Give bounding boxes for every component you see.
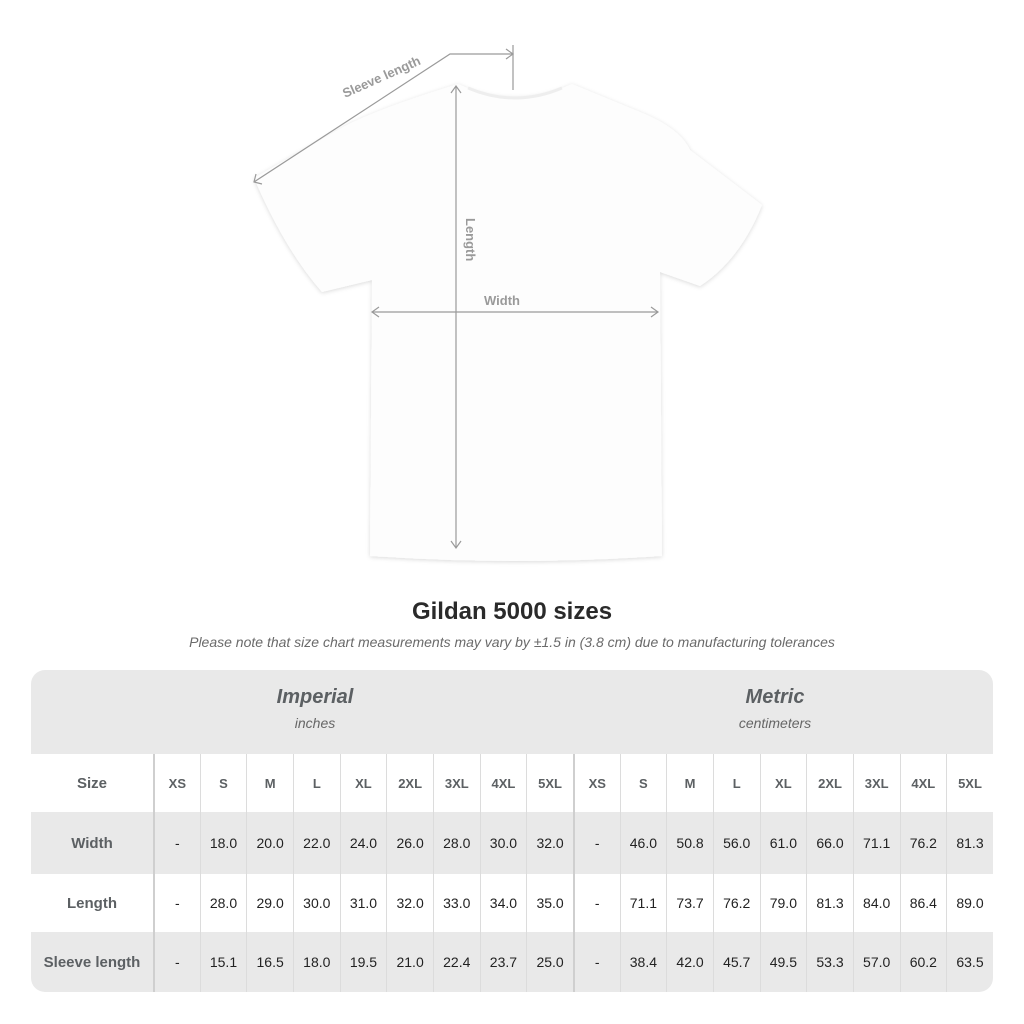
imperial-value-cell: - — [153, 874, 200, 932]
imperial-value-cell: 18.0 — [199, 812, 247, 874]
imperial-title: Imperial — [276, 686, 354, 708]
imperial-value-cell: 30.0 — [479, 812, 527, 874]
size-header-cell: M — [666, 754, 713, 812]
imperial-value-cell: 18.0 — [292, 932, 340, 992]
chart-title: Gildan 5000 sizes — [411, 598, 613, 625]
size-header-cell: 4XL — [479, 754, 527, 812]
metric-value-cell: 81.3 — [946, 812, 993, 874]
table-row: Sleeve length -15.1 16.5 18.0 19.5 21.0 22.4 23… — [31, 932, 993, 992]
imperial-value-cell: 35.0 — [526, 874, 573, 932]
size-header-cell: XL — [339, 754, 387, 812]
row-label: Length — [67, 894, 117, 912]
metric-value-cell: 81.3 — [806, 874, 853, 932]
metric-value-cell: 56.0 — [712, 812, 760, 874]
imperial-value-cell: 34.0 — [479, 874, 527, 932]
imperial-value-cell: - — [153, 932, 200, 992]
imperial-header: Imperial inches — [105, 686, 525, 731]
size-table: Imperial inches Metric centimeters Size X… — [31, 670, 993, 992]
size-header-cell: 2XL — [806, 754, 853, 812]
imperial-value-cell: 15.1 — [199, 932, 247, 992]
imperial-value-cell: 22.0 — [292, 812, 340, 874]
metric-value-cell: 71.1 — [852, 812, 900, 874]
metric-value-cell: 42.0 — [666, 932, 713, 992]
tshirt-shape — [254, 84, 762, 561]
metric-value-cell: 38.4 — [619, 932, 667, 992]
size-header-cell: 3XL — [432, 754, 480, 812]
metric-value-cell: 71.1 — [619, 874, 667, 932]
metric-value-cell: 45.7 — [712, 932, 760, 992]
metric-header: Metric centimeters — [565, 686, 985, 731]
metric-value-cell: 60.2 — [899, 932, 947, 992]
imperial-value-cell: 30.0 — [292, 874, 340, 932]
imperial-value-cell: 29.0 — [246, 874, 293, 932]
imperial-value-cell: - — [153, 812, 200, 874]
imperial-value-cell: 26.0 — [386, 812, 433, 874]
metric-title: Metric — [745, 686, 805, 708]
imperial-value-cell: 32.0 — [386, 874, 433, 932]
imperial-value-cell: 19.5 — [339, 932, 387, 992]
row-label: Sleeve length — [43, 953, 141, 971]
size-header-cell: M — [246, 754, 293, 812]
metric-unit: centimeters — [738, 715, 812, 731]
size-header-cell: 2XL — [386, 754, 433, 812]
metric-value-cell: - — [572, 812, 620, 874]
length-label: Length — [463, 218, 478, 261]
metric-value-cell: - — [572, 932, 620, 992]
size-header-cell: XS — [153, 754, 200, 812]
metric-value-cell: 86.4 — [899, 874, 947, 932]
metric-value-cell: 84.0 — [852, 874, 900, 932]
width-label: Width — [484, 293, 520, 308]
metric-value-cell: 53.3 — [806, 932, 853, 992]
size-header-cell: S — [619, 754, 667, 812]
imperial-value-cell: 21.0 — [386, 932, 433, 992]
imperial-unit: inches — [294, 715, 336, 731]
imperial-value-cell: 22.4 — [432, 932, 480, 992]
metric-value-cell: 50.8 — [666, 812, 713, 874]
size-header-cell: 5XL — [526, 754, 573, 812]
imperial-value-cell: 24.0 — [339, 812, 387, 874]
size-header-cell: 5XL — [946, 754, 993, 812]
sleeve-length-label: Sleeve length — [340, 53, 423, 101]
size-header-cell: S — [199, 754, 247, 812]
metric-value-cell: 76.2 — [712, 874, 760, 932]
metric-value-cell: 49.5 — [759, 932, 807, 992]
metric-value-cell: 66.0 — [806, 812, 853, 874]
imperial-value-cell: 31.0 — [339, 874, 387, 932]
row-label: Size — [76, 774, 107, 792]
imperial-value-cell: 33.0 — [432, 874, 480, 932]
imperial-value-cell: 32.0 — [526, 812, 573, 874]
size-header-cell: L — [292, 754, 340, 812]
size-header-cell: 3XL — [852, 754, 900, 812]
sleeve-line — [253, 53, 513, 183]
row-label: Width — [71, 834, 113, 852]
size-header-cell: XS — [572, 754, 620, 812]
size-header-cell: 4XL — [899, 754, 947, 812]
metric-value-cell: - — [572, 874, 620, 932]
tshirt-diagram: Sleeve length Length Width — [253, 45, 762, 561]
imperial-value-cell: 28.0 — [432, 812, 480, 874]
metric-value-cell: 57.0 — [852, 932, 900, 992]
imperial-value-cell: 20.0 — [246, 812, 293, 874]
metric-value-cell: 76.2 — [899, 812, 947, 874]
metric-value-cell: 89.0 — [946, 874, 993, 932]
table-row: Length -28.0 29.0 30.0 31.0 32.0 33.0 34.0 35.0-… — [31, 874, 993, 932]
size-header-cell: L — [712, 754, 760, 812]
imperial-value-cell: 28.0 — [199, 874, 247, 932]
metric-value-cell: 79.0 — [759, 874, 807, 932]
metric-value-cell: 63.5 — [946, 932, 993, 992]
unit-header: Imperial inches Metric centimeters — [31, 670, 993, 754]
size-header-row: Size XS S M L XL 2XL 3XL 4XL 5XL XS S M L XL 2XL 3XL 4XL 5… — [31, 754, 993, 812]
size-header-cell: XL — [759, 754, 807, 812]
imperial-value-cell: 16.5 — [246, 932, 293, 992]
imperial-value-cell: 23.7 — [479, 932, 527, 992]
imperial-value-cell: 25.0 — [526, 932, 573, 992]
metric-value-cell: 61.0 — [759, 812, 807, 874]
metric-value-cell: 46.0 — [619, 812, 667, 874]
metric-value-cell: 73.7 — [666, 874, 713, 932]
tolerance-note: Please note that size chart measurements… — [189, 634, 835, 650]
table-row: Width -18.0 20.0 22.0 24.0 26.0 28.0 30.0 32.0-4… — [31, 812, 993, 874]
